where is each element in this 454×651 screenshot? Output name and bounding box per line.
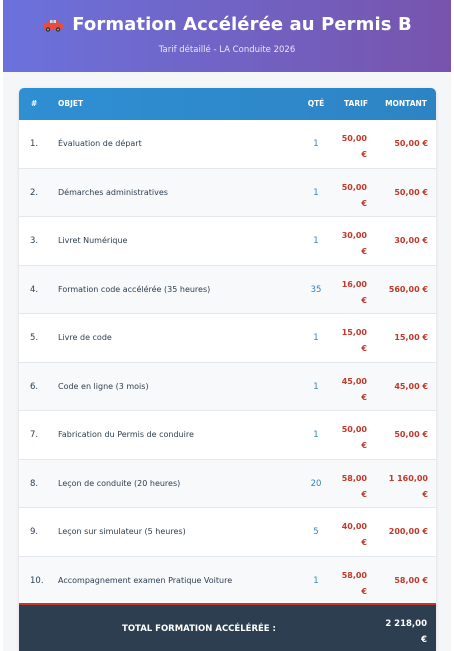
row-qte: 35	[310, 284, 322, 295]
row-number: 5.	[30, 333, 39, 343]
row-tarif-currency: €	[361, 586, 367, 596]
total-label: TOTAL FORMATION ACCÉLÉRÉE :	[122, 624, 276, 634]
row-objet: Formation code accélérée (35 heures)	[58, 284, 211, 294]
row-objet: Accompagnement examen Pratique Voiture	[58, 575, 233, 585]
page-title: Formation Accélérée au Permis B	[72, 14, 412, 35]
row-tarif: 50,00 €	[337, 422, 367, 454]
row-qte: 1	[313, 381, 319, 392]
column-header-qte: QTÉ	[307, 99, 325, 108]
table-header: # OBJET QTÉ TARIF MONTANT	[19, 88, 436, 120]
row-tarif: 50,00 €	[337, 131, 367, 163]
table-row: 3. Livret Numérique 1 30,00 € 30,00 €	[19, 217, 436, 266]
row-objet: Leçon sur simulateur (5 heures)	[58, 527, 186, 536]
column-header-objet: OBJET	[58, 99, 84, 108]
table-row: 8. Leçon de conduite (20 heures) 20 58,0…	[19, 459, 436, 508]
row-montant: 50,00 €	[394, 139, 428, 148]
title-row: Formation Accélérée au Permis B	[3, 14, 451, 35]
row-qte: 20	[310, 478, 322, 489]
row-qte: 1	[313, 430, 319, 440]
row-number: 10.	[30, 575, 44, 586]
row-tarif: 16,00 €	[337, 277, 367, 309]
total-currency: €	[421, 635, 427, 645]
row-tarif: 45,00 €	[337, 374, 367, 406]
row-objet: Évaluation de départ	[58, 139, 142, 148]
page-subtitle: Tarif détaillé - LA Conduite 2026	[158, 45, 296, 55]
row-qte: 1	[313, 139, 319, 149]
row-objet: Livret Numérique	[58, 236, 128, 245]
row-tarif: 30,00 €	[337, 228, 367, 260]
row-tarif-amount: 40,00	[341, 522, 367, 531]
column-header-num: #	[31, 99, 38, 108]
table-row: 7. Fabrication du Permis de conduire 1 5…	[19, 411, 436, 460]
table-row: 10. Accompagnement examen Pratique Voitu…	[19, 556, 436, 603]
row-qte: 5	[313, 527, 319, 537]
row-montant: 45,00 €	[394, 381, 428, 391]
row-tarif-amount: 50,00	[341, 182, 367, 192]
row-montant: 50,00 €	[394, 187, 428, 197]
row-objet: Livre de code	[58, 333, 112, 342]
column-header-montant: MONTANT	[385, 99, 427, 108]
row-tarif-currency: €	[361, 538, 367, 547]
row-number: 7.	[30, 430, 39, 440]
row-tarif-amount: 16,00	[341, 279, 367, 289]
row-number: 6.	[30, 381, 39, 392]
total-value: 2 218,00 €	[375, 616, 427, 648]
row-objet: Leçon de conduite (20 heures)	[58, 478, 181, 488]
row-qte: 1	[313, 333, 319, 343]
table-row: 9. Leçon sur simulateur (5 heures) 5 40,…	[19, 508, 436, 557]
table-row: 1. Évaluation de départ 1 50,00 € 50,00 €	[19, 120, 436, 169]
row-number: 1.	[30, 139, 39, 149]
row-objet: Code en ligne (3 mois)	[58, 381, 149, 391]
row-montant: 1 160,00 €	[373, 471, 428, 503]
car-icon	[43, 18, 64, 32]
row-tarif-currency: €	[361, 295, 367, 305]
row-tarif: 40,00 €	[337, 519, 367, 551]
row-tarif-currency: €	[361, 150, 367, 159]
row-number: 3.	[30, 236, 39, 246]
row-qte: 1	[313, 187, 319, 198]
column-header-tarif: TARIF	[343, 99, 369, 108]
table-row: 4. Formation code accélérée (35 heures) …	[19, 265, 436, 314]
row-montant-currency: €	[422, 489, 428, 499]
row-tarif: 50,00 €	[337, 180, 367, 212]
row-number: 2.	[30, 187, 39, 198]
row-tarif-amount: 30,00	[341, 231, 367, 240]
row-tarif-amount: 58,00	[341, 473, 367, 483]
row-montant: 200,00 €	[388, 527, 428, 536]
table-row: 6. Code en ligne (3 mois) 1 45,00 € 45,00…	[19, 362, 436, 411]
row-tarif-currency: €	[361, 392, 367, 402]
row-tarif-currency: €	[361, 344, 367, 353]
row-tarif-amount: 45,00	[341, 376, 367, 386]
row-montant: 50,00 €	[394, 430, 428, 439]
row-montant: 58,00 €	[394, 575, 428, 585]
page-header: Formation Accélérée au Permis B Tarif dé…	[3, 0, 451, 72]
row-tarif-currency: €	[361, 198, 367, 208]
row-tarif: 58,00 €	[337, 471, 367, 503]
row-tarif-currency: €	[361, 247, 367, 256]
row-tarif-currency: €	[361, 441, 367, 450]
row-number: 8.	[30, 478, 39, 489]
row-objet: Fabrication du Permis de conduire	[58, 430, 194, 439]
row-number: 9.	[30, 527, 39, 537]
row-qte: 1	[313, 575, 319, 586]
price-table-card: # OBJET QTÉ TARIF MONTANT 1. Évaluation …	[19, 88, 436, 651]
row-tarif-amount: 50,00	[341, 425, 367, 434]
row-tarif-amount: 15,00	[341, 328, 367, 337]
row-montant: 30,00 €	[394, 236, 428, 245]
row-tarif: 58,00 €	[337, 568, 367, 600]
row-tarif: 15,00 €	[337, 325, 367, 357]
table-row: 2. Démarches administratives 1 50,00 € 50…	[19, 168, 436, 217]
table-row: 5. Livre de code 1 15,00 € 15,00 €	[19, 314, 436, 363]
row-tarif-currency: €	[361, 489, 367, 499]
row-tarif-amount: 58,00	[341, 570, 367, 580]
total-amount: 2 218,00	[385, 619, 427, 629]
row-objet: Démarches administratives	[58, 187, 168, 197]
row-qte: 1	[313, 236, 319, 246]
total-row: TOTAL FORMATION ACCÉLÉRÉE : 2 218,00 €	[19, 603, 436, 651]
row-tarif-amount: 50,00	[341, 134, 367, 143]
row-montant: 560,00 €	[388, 284, 428, 294]
row-montant-amount: 1 160,00	[388, 473, 428, 483]
row-number: 4.	[30, 284, 39, 295]
row-montant: 15,00 €	[394, 333, 428, 342]
